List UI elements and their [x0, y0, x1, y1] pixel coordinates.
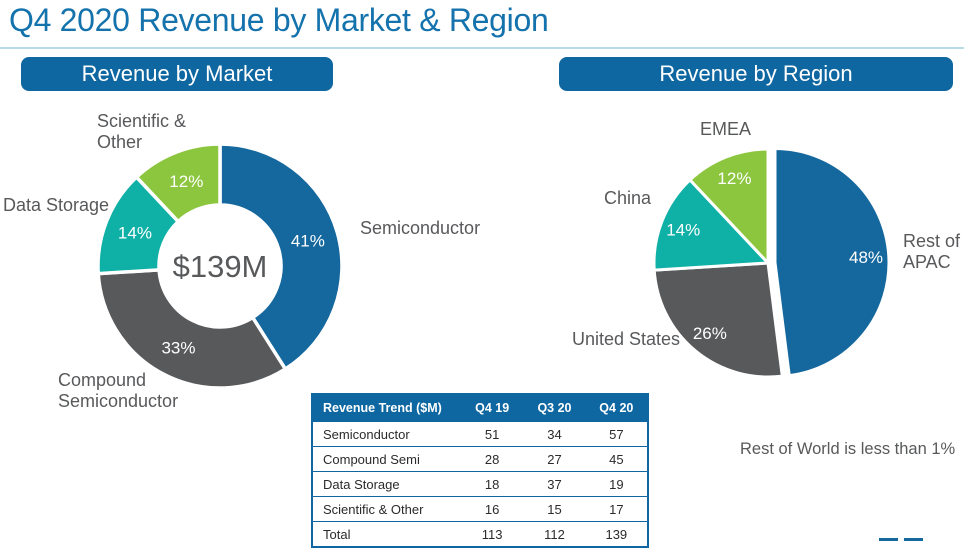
table-header-q3-20: Q3 20: [523, 394, 586, 422]
table-header-q4-19: Q4 19: [461, 394, 524, 422]
table-header-q4-20: Q4 20: [585, 394, 648, 422]
table-row-label: Data Storage: [312, 471, 461, 497]
section-header-market: Revenue by Market: [21, 57, 333, 91]
table-cell: 17: [585, 496, 648, 522]
donut-center-total-label: $139M: [173, 249, 268, 284]
table-row: Scientific & Other 16 15 17: [312, 496, 648, 522]
table-row-label: Semiconductor: [312, 421, 461, 447]
table-cell: 57: [585, 421, 648, 447]
label-rest-of-apac-line2: APAC: [903, 252, 951, 272]
table-cell: 113: [461, 521, 524, 547]
revenue-by-market-donut-chart: 41% 33% 14% 12% $139M: [96, 142, 344, 390]
table-cell: 112: [523, 521, 586, 547]
pie-slice-compound-semiconductor: [96, 268, 288, 390]
table-cell: 34: [523, 421, 586, 447]
table-cell: 37: [523, 471, 586, 497]
pie-slice-percent-label: 26%: [693, 324, 727, 343]
pie-slice-china: [652, 178, 770, 272]
section-header-region: Revenue by Region: [559, 57, 953, 91]
table-row: Compound Semi 28 27 45: [312, 446, 648, 472]
table-cell: 139: [585, 521, 648, 547]
pie-slice-percent-label: 12%: [717, 169, 751, 188]
pie-slice-percent-label: 48%: [849, 248, 883, 267]
label-compound-line1: Compound: [58, 370, 147, 390]
logo-mark-dash-right: [904, 538, 923, 541]
revenue-trend-table: Revenue Trend ($M) Q4 19 Q3 20 Q4 20 Semico…: [311, 393, 649, 548]
table-cell: 19: [585, 471, 648, 497]
pie-slice-percent-label: 14%: [118, 223, 152, 242]
label-data-storage: Data Storage: [3, 195, 110, 215]
table-cell: 15: [523, 496, 586, 522]
label-china: China: [604, 188, 652, 208]
label-scientific-other: Scientific & Other: [97, 111, 186, 153]
label-united-states: United States: [572, 329, 681, 349]
label-rest-of-apac-line1: Rest of: [903, 231, 961, 251]
label-compound-line2: Semiconductor: [58, 391, 179, 411]
pie-slice-rest-of-apac: [773, 147, 891, 378]
table-cell: 27: [523, 446, 586, 472]
table-cell: 18: [461, 471, 524, 497]
label-semiconductor: Semiconductor: [360, 218, 481, 238]
revenue-trend-table-body: Semiconductor 51 34 57 Compound Semi 28 27 45 Da…: [312, 421, 648, 547]
pie-slice-percent-label: 41%: [291, 231, 325, 250]
page-title: Q4 2020 Revenue by Market & Region: [9, 2, 549, 38]
table-cell: 16: [461, 496, 524, 522]
table-header-label: Revenue Trend ($M): [312, 394, 461, 422]
label-compound-semiconductor: Compound Semiconductor: [58, 370, 178, 412]
pie-slice-percent-label: 14%: [666, 220, 700, 239]
pie-slice-united-states: [652, 261, 784, 379]
logo-mark-dash-left: [879, 538, 898, 541]
pie-slice-emea: [688, 147, 770, 265]
table-header-row: Revenue Trend ($M) Q4 19 Q3 20 Q4 20: [312, 394, 648, 422]
revenue-trend-table-head: Revenue Trend ($M) Q4 19 Q3 20 Q4 20: [312, 394, 648, 422]
table-row-label: Compound Semi: [312, 446, 461, 472]
table-row: Data Storage 18 37 19: [312, 471, 648, 497]
title-divider: [0, 47, 964, 49]
label-rest-of-apac: Rest of APAC: [903, 231, 960, 273]
table-row-label: Scientific & Other: [312, 496, 461, 522]
table-cell: 45: [585, 446, 648, 472]
revenue-by-region-pie-chart: 48% 26% 14% 12%: [652, 147, 891, 379]
table-row-label: Total: [312, 521, 461, 547]
table-row: Semiconductor 51 34 57: [312, 421, 648, 447]
table-cell: 51: [461, 421, 524, 447]
label-emea: EMEA: [700, 119, 752, 139]
table-cell: 28: [461, 446, 524, 472]
pie-slice-semiconductor: [218, 142, 344, 371]
section-header-market-label: Revenue by Market: [81, 61, 273, 86]
pie-slice-percent-label: 12%: [169, 172, 203, 191]
section-header-region-label: Revenue by Region: [659, 61, 853, 86]
pie-slice-percent-label: 33%: [161, 338, 195, 357]
pie-slice-scientific-other: [134, 142, 222, 224]
label-scientific-other-line1: Scientific &: [97, 111, 187, 131]
table-row: Total 113 112 139: [312, 521, 648, 547]
label-scientific-other-line2: Other: [97, 132, 143, 152]
footnote-rest-of-world: Rest of World is less than 1%: [740, 440, 956, 458]
